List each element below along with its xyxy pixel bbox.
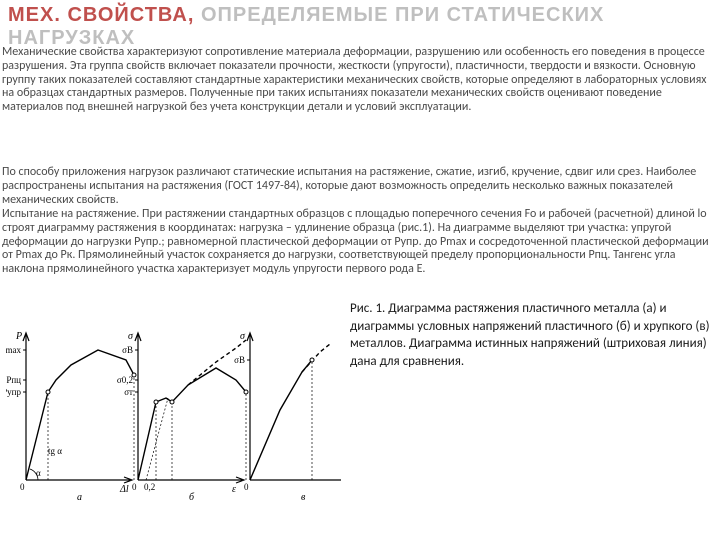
svg-text:σт: σт: [124, 387, 133, 397]
svg-text:Pпц: Pпц: [6, 375, 21, 385]
title-red: МЕХ. СВОЙСТВА,: [8, 4, 201, 26]
svg-text:Δl: Δl: [119, 484, 129, 495]
figure-1: PΔl0PmaxPпцPупрαtg αаσε0σBσ0,2σт0,2бσε0σ…: [6, 310, 341, 505]
page-title: МЕХ. СВОЙСТВА, ОПРЕДЕЛЯЕМЫЕ ПРИ СТАТИЧЕС…: [8, 4, 712, 50]
svg-text:P: P: [15, 331, 22, 342]
svg-text:σ: σ: [128, 331, 134, 342]
paragraph-2: По способу приложения нагрузок различают…: [2, 166, 714, 207]
svg-text:0: 0: [132, 482, 137, 492]
svg-text:α: α: [36, 468, 41, 478]
paragraph-3: Испытание на растяжение. При растяжении …: [2, 208, 714, 277]
svg-text:Pmax: Pmax: [6, 345, 21, 355]
svg-text:0: 0: [20, 482, 25, 492]
stress-strain-diagram: PΔl0PmaxPпцPупрαtg αаσε0σBσ0,2σт0,2бσε0σ…: [6, 310, 341, 505]
paragraph-1: Механические свойства характеризуют сопр…: [2, 46, 714, 115]
figure-caption: Рис. 1. Диаграмма растяжения пластичного…: [350, 300, 714, 370]
svg-text:а: а: [77, 492, 82, 503]
svg-text:0,2: 0,2: [144, 482, 155, 492]
svg-text:tg α: tg α: [48, 446, 62, 456]
svg-text:σ0,2: σ0,2: [117, 375, 133, 385]
svg-text:0: 0: [244, 482, 249, 492]
svg-text:σB: σB: [122, 345, 133, 355]
svg-text:Pупр: Pупр: [6, 387, 21, 397]
svg-text:б: б: [189, 492, 195, 503]
svg-text:σB: σB: [234, 355, 245, 365]
svg-text:ε: ε: [232, 484, 236, 495]
svg-text:в: в: [301, 492, 306, 503]
